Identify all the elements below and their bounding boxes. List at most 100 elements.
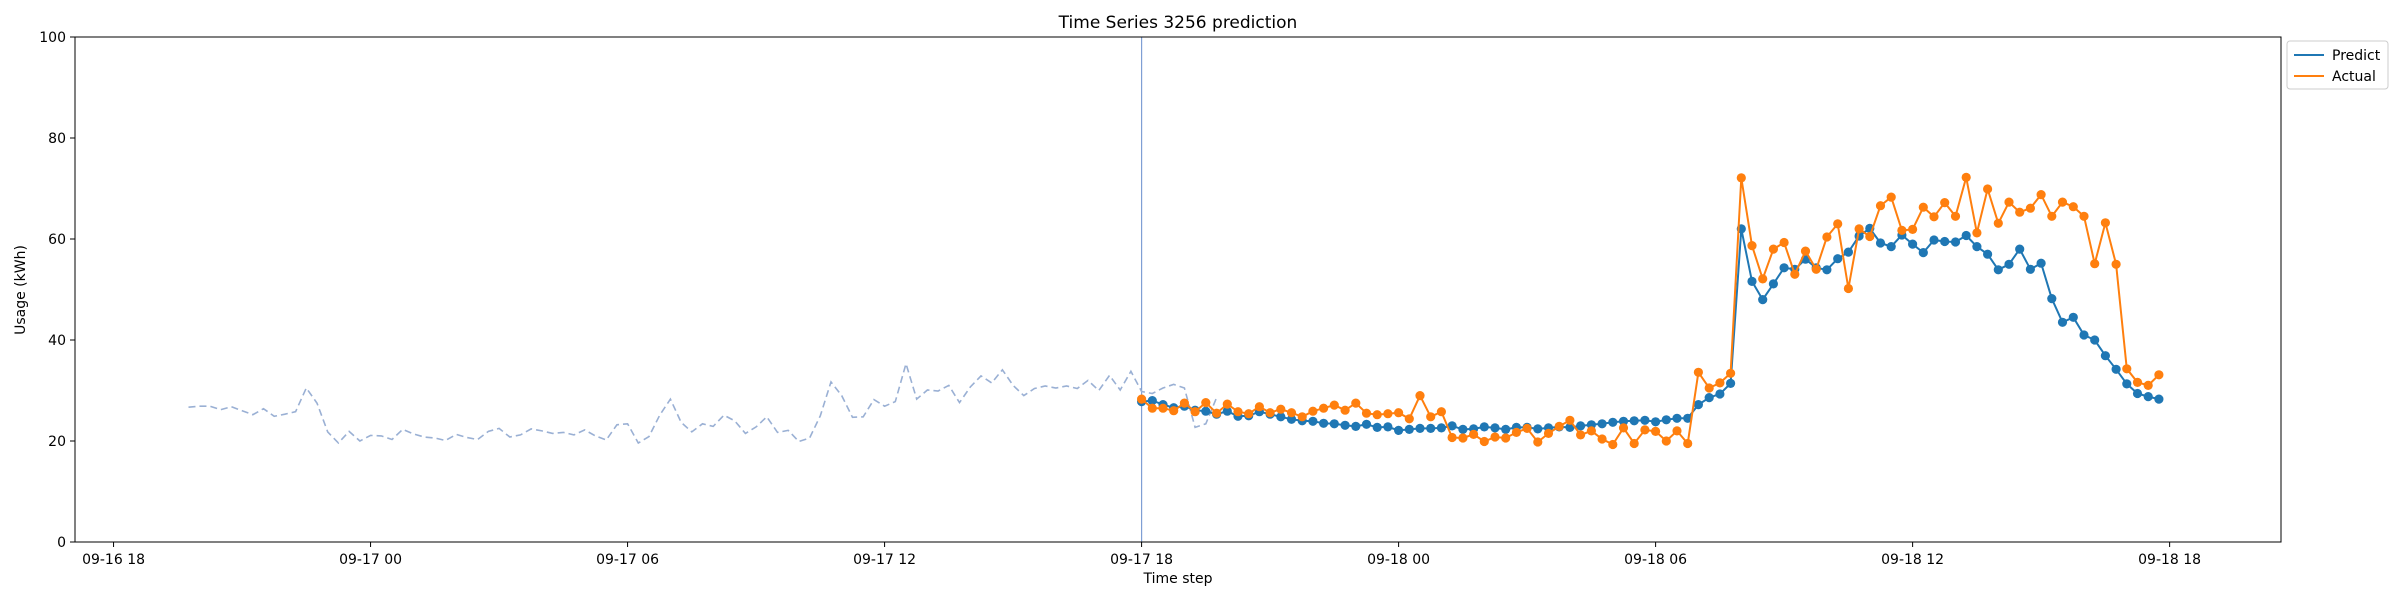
predict-point-73	[1918, 248, 1928, 258]
actual-point-38	[1543, 428, 1554, 438]
predict-point-48	[1651, 417, 1661, 427]
predict-point-6	[1201, 406, 1211, 416]
x-tick-label-0: 09-16 18	[82, 552, 145, 568]
predict-point-18	[1329, 419, 1339, 429]
actual-point-84	[2036, 190, 2046, 200]
actual-point-18	[1329, 400, 1339, 410]
actual-point-15	[1297, 412, 1307, 422]
predict-point-75	[1940, 236, 1950, 247]
actual-point-79	[1983, 184, 1993, 194]
x-tick-label-3: 09-17 12	[853, 552, 916, 568]
actual-point-45	[1618, 423, 1629, 433]
actual-point-85	[2047, 211, 2057, 221]
actual-point-62	[1800, 246, 1811, 256]
plot-frame	[74, 36, 2282, 543]
actual-point-8	[1222, 399, 1232, 409]
predict-point-77	[1961, 230, 1971, 241]
actual-point-82	[2015, 207, 2025, 217]
actual-point-42	[1586, 426, 1596, 436]
actual-point-9	[1233, 407, 1243, 417]
predict-point-54	[1715, 389, 1725, 399]
actual-point-92	[2122, 364, 2132, 374]
actual-point-63	[1811, 264, 1821, 274]
predict-point-43	[1597, 419, 1607, 429]
actual-point-88	[2079, 211, 2089, 221]
actual-point-27	[1426, 412, 1436, 422]
predict-point-21	[1361, 419, 1372, 429]
predict-point-95	[2154, 394, 2164, 404]
actual-point-69	[1875, 201, 1886, 211]
predict-point-49	[1661, 415, 1671, 425]
actual-point-89	[2090, 259, 2100, 269]
actual-point-61	[1790, 269, 1800, 279]
actual-point-39	[1554, 421, 1564, 431]
actual-point-36	[1522, 423, 1532, 433]
actual-point-58	[1758, 274, 1768, 284]
actual-point-47	[1640, 425, 1650, 435]
predict-point-57	[1747, 276, 1757, 286]
actual-point-20	[1351, 398, 1361, 408]
legend: Predict Actual	[2286, 40, 2389, 90]
actual-point-30	[1458, 433, 1468, 443]
actual-point-68	[1865, 231, 1875, 242]
actual-point-34	[1501, 433, 1511, 443]
predict-point-13	[1276, 412, 1286, 422]
predict-point-16	[1308, 416, 1318, 426]
actual-point-52	[1693, 367, 1703, 377]
predict-point-83	[2025, 264, 2035, 274]
actual-point-93	[2132, 377, 2143, 387]
actual-point-56	[1736, 173, 1746, 183]
x-tick-label-7: 09-18 12	[1881, 552, 1944, 568]
y-axis-title: Usage (kWh)	[13, 245, 29, 335]
actual-point-75	[1940, 198, 1950, 208]
actual-point-21	[1361, 408, 1372, 418]
actual-point-10	[1244, 409, 1254, 419]
actual-point-72	[1908, 224, 1918, 234]
predict-point-44	[1608, 417, 1618, 427]
actual-point-57	[1747, 241, 1757, 251]
actual-point-55	[1726, 368, 1736, 378]
predict-point-19	[1340, 420, 1350, 430]
predict-point-8	[1222, 406, 1232, 416]
actual-point-25	[1404, 414, 1414, 424]
predict-point-52	[1693, 400, 1703, 410]
predict-series-line	[1141, 227, 2160, 432]
actual-point-60	[1779, 237, 1789, 248]
predict-point-80	[1993, 265, 2003, 275]
actual-point-54	[1715, 378, 1725, 388]
predict-point-82	[2015, 244, 2025, 254]
actual-point-33	[1490, 432, 1500, 442]
predict-point-37	[1533, 424, 1543, 434]
predict-point-47	[1640, 415, 1650, 425]
actual-point-19	[1340, 405, 1350, 415]
actual-point-87	[2068, 202, 2078, 212]
actual-point-70	[1886, 192, 1896, 202]
y-tick-label-20: 20	[48, 434, 66, 450]
predict-point-30	[1458, 424, 1468, 434]
actual-point-3	[1169, 406, 1179, 416]
x-tick-label-1: 09-17 00	[339, 552, 402, 568]
predict-point-93	[2132, 388, 2143, 399]
predict-point-76	[1950, 237, 1961, 247]
predict-point-25	[1404, 424, 1414, 434]
actual-point-2	[1158, 403, 1168, 413]
actual-point-67	[1854, 224, 1864, 234]
y-tick-label-100: 100	[39, 30, 66, 46]
actual-point-44	[1608, 439, 1618, 450]
actual-point-50	[1672, 426, 1682, 436]
x-axis-title: Time step	[1143, 571, 1213, 587]
predict-point-64	[1822, 265, 1832, 275]
actual-point-5	[1190, 407, 1200, 417]
actual-point-51	[1683, 438, 1693, 449]
predict-point-26	[1415, 423, 1425, 433]
actual-point-66	[1843, 283, 1853, 294]
plot-marks	[188, 37, 2164, 542]
predict-point-29	[1447, 421, 1457, 431]
actual-point-65	[1833, 219, 1843, 229]
x-tick-label-2: 09-17 06	[596, 552, 659, 568]
predict-point-74	[1929, 235, 1939, 245]
predict-point-20	[1351, 421, 1361, 431]
predict-point-79	[1983, 249, 1993, 259]
predict-point-91	[2111, 364, 2121, 374]
